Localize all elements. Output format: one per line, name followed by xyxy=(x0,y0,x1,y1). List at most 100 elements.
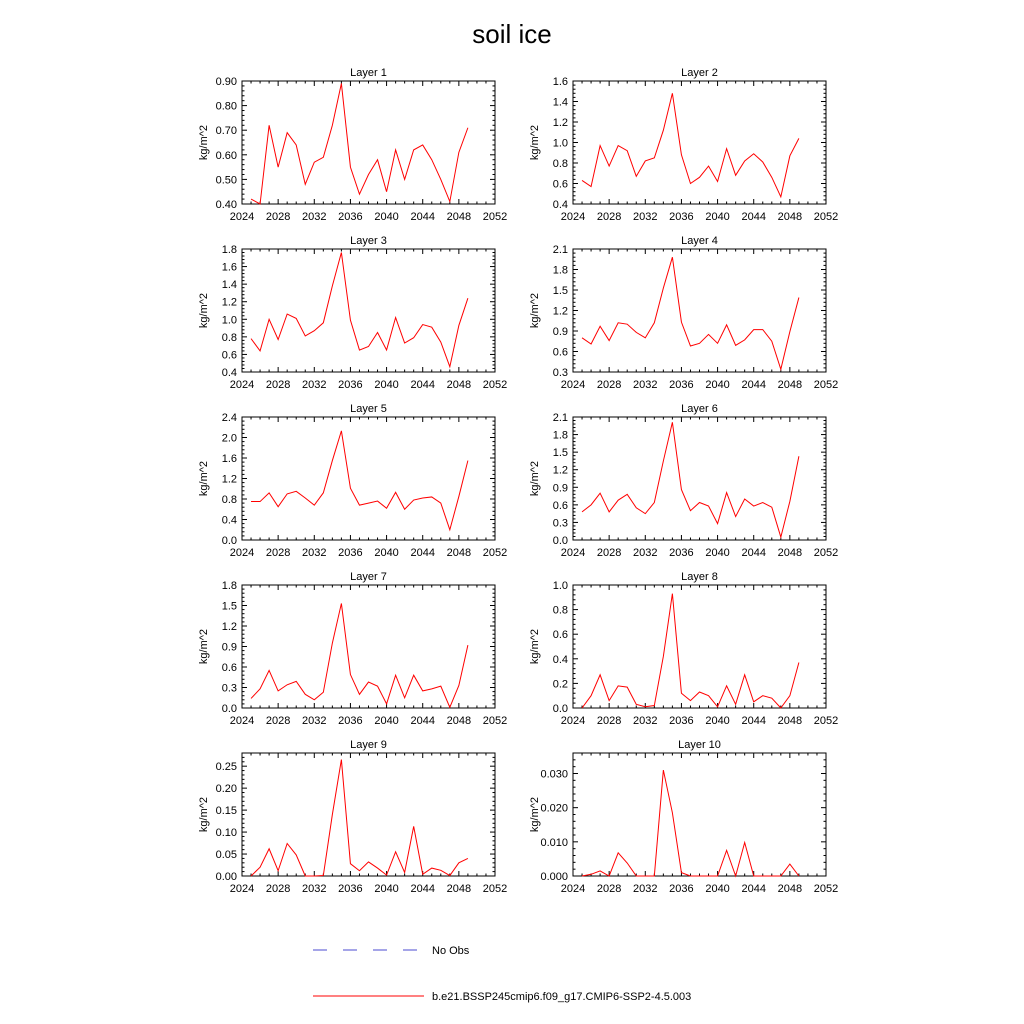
layer-7-x-tick-label: 2024 xyxy=(230,715,254,727)
layer-7-x-tick-label: 2036 xyxy=(338,715,362,727)
layer-7-x-tick-label: 2040 xyxy=(374,715,398,727)
layer-3-y-tick-label: 1.8 xyxy=(222,244,237,256)
layer-6-y-tick-label: 1.5 xyxy=(553,447,568,459)
layer-5-y-tick-label: 1.6 xyxy=(222,453,237,465)
layer-3-panel: Layer 3 2024 2028 2032 2036 2040 2044 2048 2052 0… xyxy=(198,235,507,391)
layer-3-y-tick-label: 0.4 xyxy=(222,367,237,379)
figure-title: soil ice xyxy=(472,19,551,49)
layer-8-plot-frame xyxy=(572,584,827,709)
layer-9-y-tick-label: 0.25 xyxy=(216,761,237,773)
legend-model-label: b.e21.BSSP245cmip6.f09_g17.CMIP6-SSP2-4.… xyxy=(432,991,691,1003)
layer-3-x-tick-label: 2032 xyxy=(302,379,326,391)
layer-9-title: Layer 9 xyxy=(350,739,387,751)
layer-2-title: Layer 2 xyxy=(681,67,718,79)
legend-no-obs-label: No Obs xyxy=(432,945,470,957)
layer-9-x-tick-label: 2032 xyxy=(302,883,326,895)
layer-10-y-axis-label: kg/m^2 xyxy=(529,797,541,832)
layer-6-y-axis-label: kg/m^2 xyxy=(529,461,541,496)
layer-2-x-tick-label: 2028 xyxy=(597,211,621,223)
layer-9-x-tick-label: 2044 xyxy=(410,883,434,895)
layer-4-y-tick-label: 1.5 xyxy=(553,285,568,297)
layer-1-x-tick-label: 2044 xyxy=(410,211,434,223)
layer-9-x-tick-label: 2028 xyxy=(266,883,290,895)
layer-5-x-tick-label: 2048 xyxy=(447,547,471,559)
layer-4-x-tick-label: 2028 xyxy=(597,379,621,391)
layer-8-x-tick-label: 2028 xyxy=(597,715,621,727)
layer-3-x-tick-label: 2024 xyxy=(230,379,254,391)
layer-5-x-tick-label: 2024 xyxy=(230,547,254,559)
layer-10-x-tick-label: 2036 xyxy=(669,883,693,895)
layer-6-x-tick-label: 2036 xyxy=(669,547,693,559)
layer-7-x-tick-label: 2028 xyxy=(266,715,290,727)
layer-3-series-line xyxy=(250,252,469,369)
layer-5-x-tick-label: 2040 xyxy=(374,547,398,559)
layer-1-x-tick-label: 2052 xyxy=(483,211,507,223)
layer-7-y-tick-label: 1.5 xyxy=(222,601,237,613)
layer-6-x-tick-label: 2044 xyxy=(741,547,765,559)
layer-10-y-tick-label: 0.010 xyxy=(540,837,568,849)
layer-5-x-tick-label: 2052 xyxy=(483,547,507,559)
layer-6-x-tick-label: 2024 xyxy=(561,547,585,559)
layer-8-y-tick-label: 0.0 xyxy=(553,703,568,715)
layer-8-x-tick-label: 2040 xyxy=(705,715,729,727)
layer-9-y-tick-label: 0.20 xyxy=(216,783,237,795)
layer-1-x-tick-label: 2040 xyxy=(374,211,398,223)
layer-7-y-tick-label: 1.2 xyxy=(222,621,237,633)
layer-2-x-tick-label: 2040 xyxy=(705,211,729,223)
layer-7-panel: Layer 7 2024 2028 2032 2036 2040 2044 2048 2052 0… xyxy=(198,571,507,727)
layer-2-y-tick-label: 0.6 xyxy=(553,179,568,191)
layer-5-y-tick-label: 2.4 xyxy=(222,412,237,424)
layer-2-plot-frame xyxy=(572,80,827,205)
layer-7-x-tick-label: 2052 xyxy=(483,715,507,727)
layer-1-panel: Layer 1 2024 2028 2032 2036 2040 2044 2048 2052 0… xyxy=(198,67,507,223)
layer-2-series-line xyxy=(581,93,800,199)
layer-7-x-tick-label: 2044 xyxy=(410,715,434,727)
layer-4-y-axis-label: kg/m^2 xyxy=(529,293,541,328)
layer-8-x-tick-label: 2032 xyxy=(633,715,657,727)
layer-3-title: Layer 3 xyxy=(350,235,387,247)
layer-1-plot-frame xyxy=(241,80,496,205)
layer-3-x-tick-label: 2048 xyxy=(447,379,471,391)
layer-10-y-tick-label: 0.020 xyxy=(540,803,568,815)
layer-4-y-tick-label: 0.6 xyxy=(553,347,568,359)
layer-1-y-tick-label: 0.70 xyxy=(216,125,237,137)
layer-6-x-tick-label: 2028 xyxy=(597,547,621,559)
layer-10-title: Layer 10 xyxy=(678,739,721,751)
layer-6-y-tick-label: 0.0 xyxy=(553,535,568,547)
layer-10-y-tick-label: 0.000 xyxy=(540,871,568,883)
layer-5-y-tick-label: 1.2 xyxy=(222,474,237,486)
layer-9-x-tick-label: 2036 xyxy=(338,883,362,895)
layer-5-series-line xyxy=(251,430,469,532)
layer-9-plot-frame xyxy=(241,752,496,877)
layer-2-y-tick-label: 1.4 xyxy=(553,97,568,109)
layer-10-plot-frame xyxy=(572,752,827,877)
layer-10-series-line xyxy=(581,769,800,878)
layer-5-x-tick-label: 2028 xyxy=(266,547,290,559)
layer-7-x-tick-label: 2048 xyxy=(447,715,471,727)
layer-4-x-tick-label: 2040 xyxy=(705,379,729,391)
layer-5-y-tick-label: 0.0 xyxy=(222,535,237,547)
layer-5-plot-frame xyxy=(241,416,496,541)
layer-6-y-tick-label: 1.8 xyxy=(553,430,568,442)
layer-6-x-tick-label: 2048 xyxy=(778,547,802,559)
layer-1-title: Layer 1 xyxy=(350,67,387,79)
layer-9-x-tick-label: 2048 xyxy=(447,883,471,895)
layer-8-y-tick-label: 1.0 xyxy=(553,580,568,592)
layer-6-y-tick-label: 0.6 xyxy=(553,500,568,512)
layer-1-series-line xyxy=(250,83,469,205)
layer-7-y-tick-label: 0.3 xyxy=(222,683,237,695)
layer-2-y-tick-label: 1.6 xyxy=(553,76,568,88)
layer-5-panel: Layer 5 2024 2028 2032 2036 2040 2044 2048 2052 0… xyxy=(198,403,507,559)
layer-8-panel: Layer 8 2024 2028 2032 2036 2040 2044 2048 2052 0… xyxy=(529,571,838,727)
layer-2-x-tick-label: 2036 xyxy=(669,211,693,223)
layer-8-y-tick-label: 0.6 xyxy=(553,629,568,641)
layer-5-x-tick-label: 2032 xyxy=(302,547,326,559)
layer-7-x-tick-label: 2032 xyxy=(302,715,326,727)
layer-5-y-tick-label: 0.4 xyxy=(222,515,237,527)
layer-10-x-tick-label: 2032 xyxy=(633,883,657,895)
layer-2-y-tick-label: 1.2 xyxy=(553,117,568,129)
layer-1-y-tick-label: 0.40 xyxy=(216,199,237,211)
layer-2-panel: Layer 2 2024 2028 2032 2036 2040 2044 2048 2052 0… xyxy=(529,67,838,223)
layer-6-x-tick-label: 2052 xyxy=(814,547,838,559)
legend: No Obs b.e21.BSSP245cmip6.f09_g17.CMIP6-… xyxy=(313,945,691,1003)
